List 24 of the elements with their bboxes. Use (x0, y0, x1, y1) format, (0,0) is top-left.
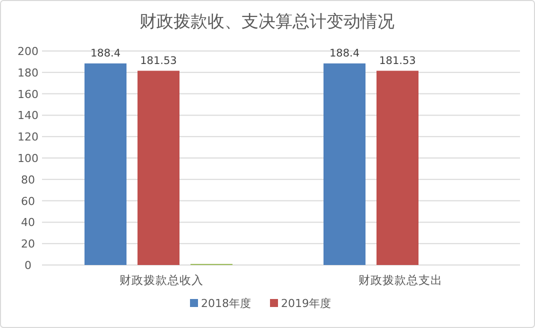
data-label: 181.53 (379, 54, 416, 67)
y-tick-label: 20 (21, 238, 35, 251)
bar (324, 63, 366, 265)
bar (376, 70, 418, 265)
chart-title: 财政拨款收、支决算总计变动情况 (140, 12, 394, 32)
y-tick-label: 180 (18, 66, 38, 80)
y-tick-label: 40 (21, 216, 35, 230)
y-tick-label: 0 (24, 259, 32, 272)
y-tick-label: 100 (18, 152, 38, 165)
y-tick-label: 120 (18, 130, 38, 144)
data-label: 188.4 (90, 47, 121, 60)
bar (138, 70, 180, 265)
y-tick-label: 140 (18, 109, 38, 122)
y-tick-label: 200 (18, 45, 38, 58)
data-label: 181.53 (140, 54, 177, 67)
x-tick-label: 财政拨款总收入 (120, 273, 204, 287)
legend-label: 2018年度 (201, 297, 251, 310)
data-label: 188.4 (329, 47, 360, 60)
y-tick-label: 60 (21, 194, 35, 208)
legend-label: 2019年度 (281, 297, 331, 310)
y-tick-label: 160 (18, 88, 38, 101)
bar (84, 63, 126, 265)
y-tick-label: 80 (21, 173, 35, 186)
x-tick-label: 财政拨款总支出 (358, 273, 442, 287)
